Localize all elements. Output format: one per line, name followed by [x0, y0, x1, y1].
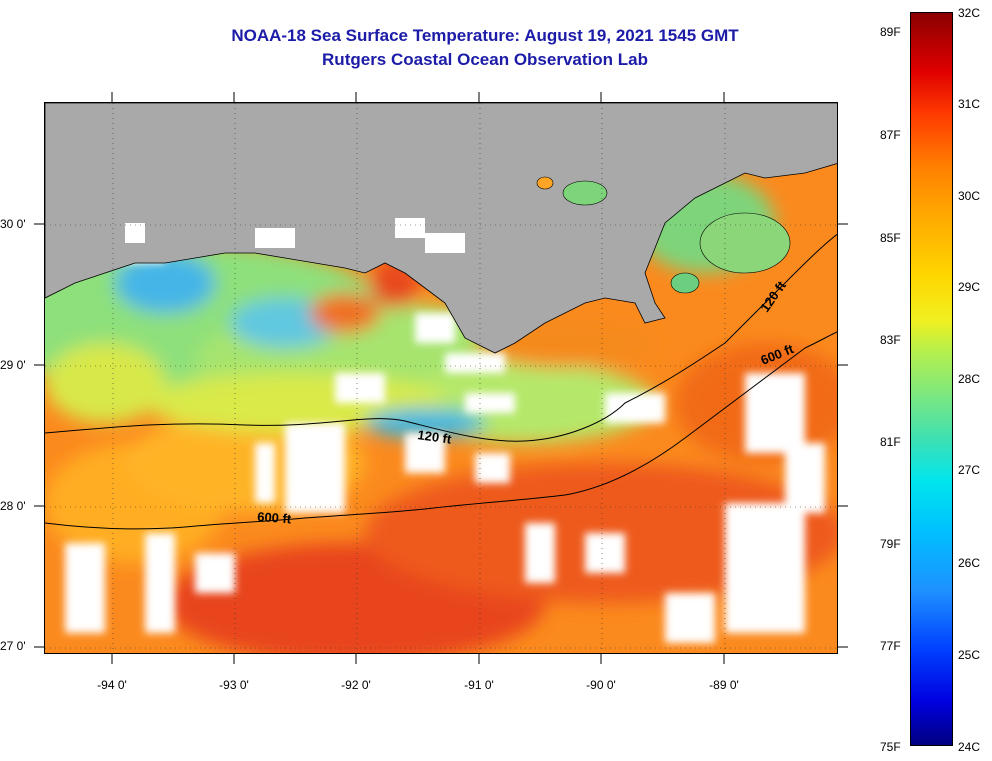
contour-label-120-west: 120 ft — [417, 427, 453, 447]
temperature-colorbar — [910, 12, 953, 746]
colorbar-f-81: 81F — [880, 435, 901, 449]
contour-600ft — [45, 331, 837, 530]
graticule — [45, 103, 837, 653]
colorbar-f-79: 79F — [880, 537, 901, 551]
colorbar-f-85: 85F — [880, 231, 901, 245]
lat-label-28: 28 0' — [0, 499, 26, 513]
colorbar-f-77: 77F — [880, 639, 901, 653]
colorbar-c-29: 29C — [958, 280, 981, 294]
lat-label-27: 27 0' — [0, 639, 26, 653]
lon-label-91: -91 0' — [464, 678, 494, 692]
colorbar-c-30: 30C — [958, 189, 981, 203]
map-subtitle: Rutgers Coastal Ocean Observation Lab — [322, 50, 648, 69]
contour-label-600-west: 600 ft — [257, 509, 293, 526]
lat-label-29: 29 0' — [0, 358, 26, 372]
colorbar-c-32: 32C — [958, 6, 981, 20]
lon-label-89: -89 0' — [709, 678, 739, 692]
colorbar-c-25: 25C — [958, 648, 981, 662]
colorbar-c-28: 28C — [958, 372, 981, 386]
colorbar-f-75: 75F — [880, 740, 901, 754]
lon-label-90: -90 0' — [586, 678, 616, 692]
colorbar-c-31: 31C — [958, 97, 981, 111]
colorbar-f-89: 89F — [880, 25, 901, 39]
contour-120ft — [45, 233, 837, 442]
lon-label-93: -93 0' — [219, 678, 249, 692]
map-title: NOAA-18 Sea Surface Temperature: August … — [231, 26, 739, 45]
coastline-land — [45, 103, 837, 354]
colorbar-c-24: 24C — [958, 740, 981, 754]
inland-water — [536, 176, 791, 294]
colorbar-c-26: 26C — [958, 556, 981, 570]
colorbar-c-27: 27C — [958, 463, 981, 477]
lon-label-94: -94 0' — [97, 678, 127, 692]
inland-clouds — [125, 218, 465, 253]
colorbar-f-83: 83F — [880, 333, 901, 347]
colorbar-f-87: 87F — [880, 128, 901, 142]
sst-map: 120 ft 600 ft 120 ft 600 ft — [44, 102, 838, 654]
sst-map-canvas: 120 ft 600 ft 120 ft 600 ft — [45, 103, 837, 653]
lon-label-92: -92 0' — [341, 678, 371, 692]
lat-label-30: 30 0' — [0, 217, 26, 231]
